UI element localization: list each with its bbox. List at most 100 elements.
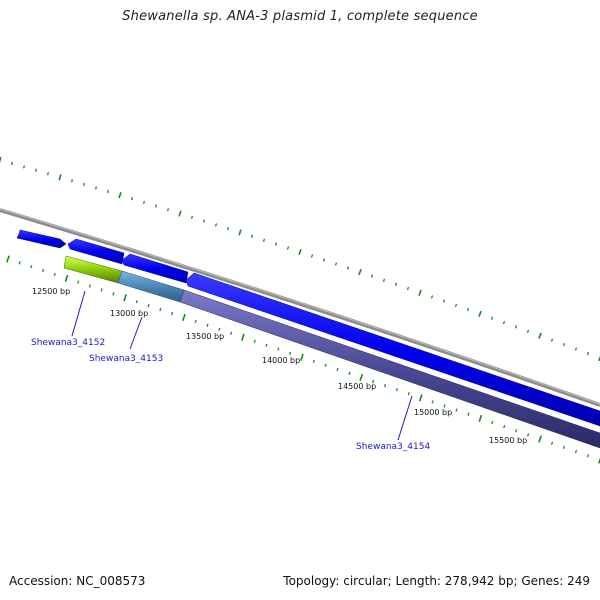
leader-line-4153 <box>129 316 143 350</box>
outer-ring-tick <box>298 248 302 256</box>
accession-text: Accession: NC_008573 <box>9 574 146 588</box>
inner-ring-tick <box>253 339 256 343</box>
inner-ring-tick <box>277 347 280 351</box>
outer-ring-tick <box>406 286 410 291</box>
inner-ring-tick <box>478 414 483 422</box>
leader-line-4152 <box>71 290 86 337</box>
outer-ring-tick <box>82 182 86 186</box>
outer-ring-tick <box>538 332 542 339</box>
inner-ring-tick <box>300 353 304 361</box>
outer-ring-tick <box>274 242 278 246</box>
inner-ring-tick <box>135 300 138 304</box>
gene-label-4152[interactable]: Shewana3_4152 <box>31 338 105 348</box>
outer-ring-tick <box>178 210 182 217</box>
outer-ring-tick <box>394 282 398 287</box>
inner-ring-tick <box>550 441 554 445</box>
inner-ring-tick <box>443 404 446 408</box>
inner-ring-tick <box>455 408 458 412</box>
inner-ring-tick <box>395 387 399 392</box>
outer-tick-ring <box>0 156 600 362</box>
inner-ring-tick <box>77 280 80 284</box>
outer-ring-tick <box>226 226 230 231</box>
outer-ring-tick <box>46 172 50 176</box>
inner-ring-tick <box>289 351 292 355</box>
scale-label-13500: 13500 bp <box>186 332 224 341</box>
outer-ring-tick <box>598 355 600 362</box>
outer-ring-tick <box>322 258 326 262</box>
gene-label-4153[interactable]: Shewana3_4153 <box>89 354 163 364</box>
inner-ring-tick <box>218 327 221 331</box>
topology-summary: Topology: circular; Length: 278,942 bp; … <box>283 574 590 588</box>
inner-ring-tick <box>348 371 351 376</box>
outer-ring-tick <box>346 266 350 270</box>
inner-ring-tick <box>598 457 600 464</box>
inner-ring-tick <box>206 323 209 327</box>
inner-ring-tick <box>229 331 233 335</box>
outer-ring-tick <box>154 204 158 208</box>
outer-ring-tick <box>0 156 2 164</box>
scale-label-14500: 14500 bp <box>338 382 376 391</box>
inner-ring-tick <box>88 284 92 288</box>
outer-ring-tick <box>166 208 170 212</box>
map-title: Shewanella sp. ANA-3 plasmid 1, complete… <box>122 9 478 24</box>
outer-ring-tick <box>10 161 14 166</box>
cds-arrow-1 <box>16 229 67 249</box>
inner-ring-tick <box>336 367 339 371</box>
inner-ring-tick <box>100 288 103 292</box>
outer-ring-tick <box>358 268 362 276</box>
scale-label-14000: 14000 bp <box>262 356 300 365</box>
inner-ring-tick <box>407 392 410 396</box>
inner-ring-tick <box>265 343 268 347</box>
outer-ring-tick <box>58 174 62 181</box>
scale-label-15000: 15000 bp <box>414 408 452 417</box>
outer-ring-tick <box>370 274 374 278</box>
inner-ring-tick <box>194 319 197 324</box>
inner-ring-tick <box>241 333 245 341</box>
backbone-track <box>0 208 600 407</box>
outer-ring-tick <box>70 179 74 183</box>
inner-ring-tick <box>41 268 45 273</box>
inner-ring-tick <box>359 373 364 382</box>
inner-ring-tick <box>159 307 162 312</box>
outer-ring-tick <box>214 223 218 227</box>
outer-ring-tick <box>490 316 494 320</box>
outer-ring-tick <box>286 246 290 250</box>
inner-ring-tick <box>53 272 56 276</box>
outer-ring-tick <box>382 278 386 282</box>
inner-ring-tick <box>112 292 115 296</box>
inner-ring-tick <box>171 311 174 316</box>
cds-arrow-2 <box>67 238 125 265</box>
outer-ring-tick <box>190 215 194 219</box>
inner-ring-tick <box>324 363 327 367</box>
outer-ring-tick <box>550 338 554 342</box>
inner-ring-tick <box>372 379 375 384</box>
outer-ring-tick <box>442 299 446 303</box>
gene-label-4154[interactable]: Shewana3_4154 <box>356 442 430 452</box>
scale-label-13000: 13000 bp <box>110 309 148 318</box>
outer-ring-tick <box>34 168 38 172</box>
outer-ring-tick <box>118 191 122 199</box>
inner-ring-tick <box>182 313 186 321</box>
inner-ring-tick <box>467 412 470 416</box>
outer-ring-tick <box>562 342 566 347</box>
gene-bar-4154 <box>179 289 600 449</box>
leader-line-4154 <box>397 395 413 441</box>
scale-label-12500: 12500 bp <box>32 287 70 296</box>
outer-ring-tick <box>250 234 254 239</box>
inner-ring-tick <box>586 454 590 458</box>
inner-ring-tick <box>18 261 21 265</box>
inner-ring-tick <box>123 294 127 302</box>
inner-ring-tick <box>6 255 10 263</box>
outer-ring-tick <box>202 219 206 223</box>
outer-ring-tick <box>106 189 110 194</box>
inner-ring-tick <box>503 424 506 429</box>
inner-ring-tick <box>64 274 69 282</box>
outer-ring-tick <box>478 310 482 317</box>
inner-ring-tick <box>538 435 542 443</box>
outer-ring-tick <box>310 254 314 258</box>
outer-ring-tick <box>526 329 530 333</box>
outer-ring-tick <box>22 165 26 169</box>
outer-ring-tick <box>130 197 134 201</box>
scale-label-15500: 15500 bp <box>489 436 527 445</box>
